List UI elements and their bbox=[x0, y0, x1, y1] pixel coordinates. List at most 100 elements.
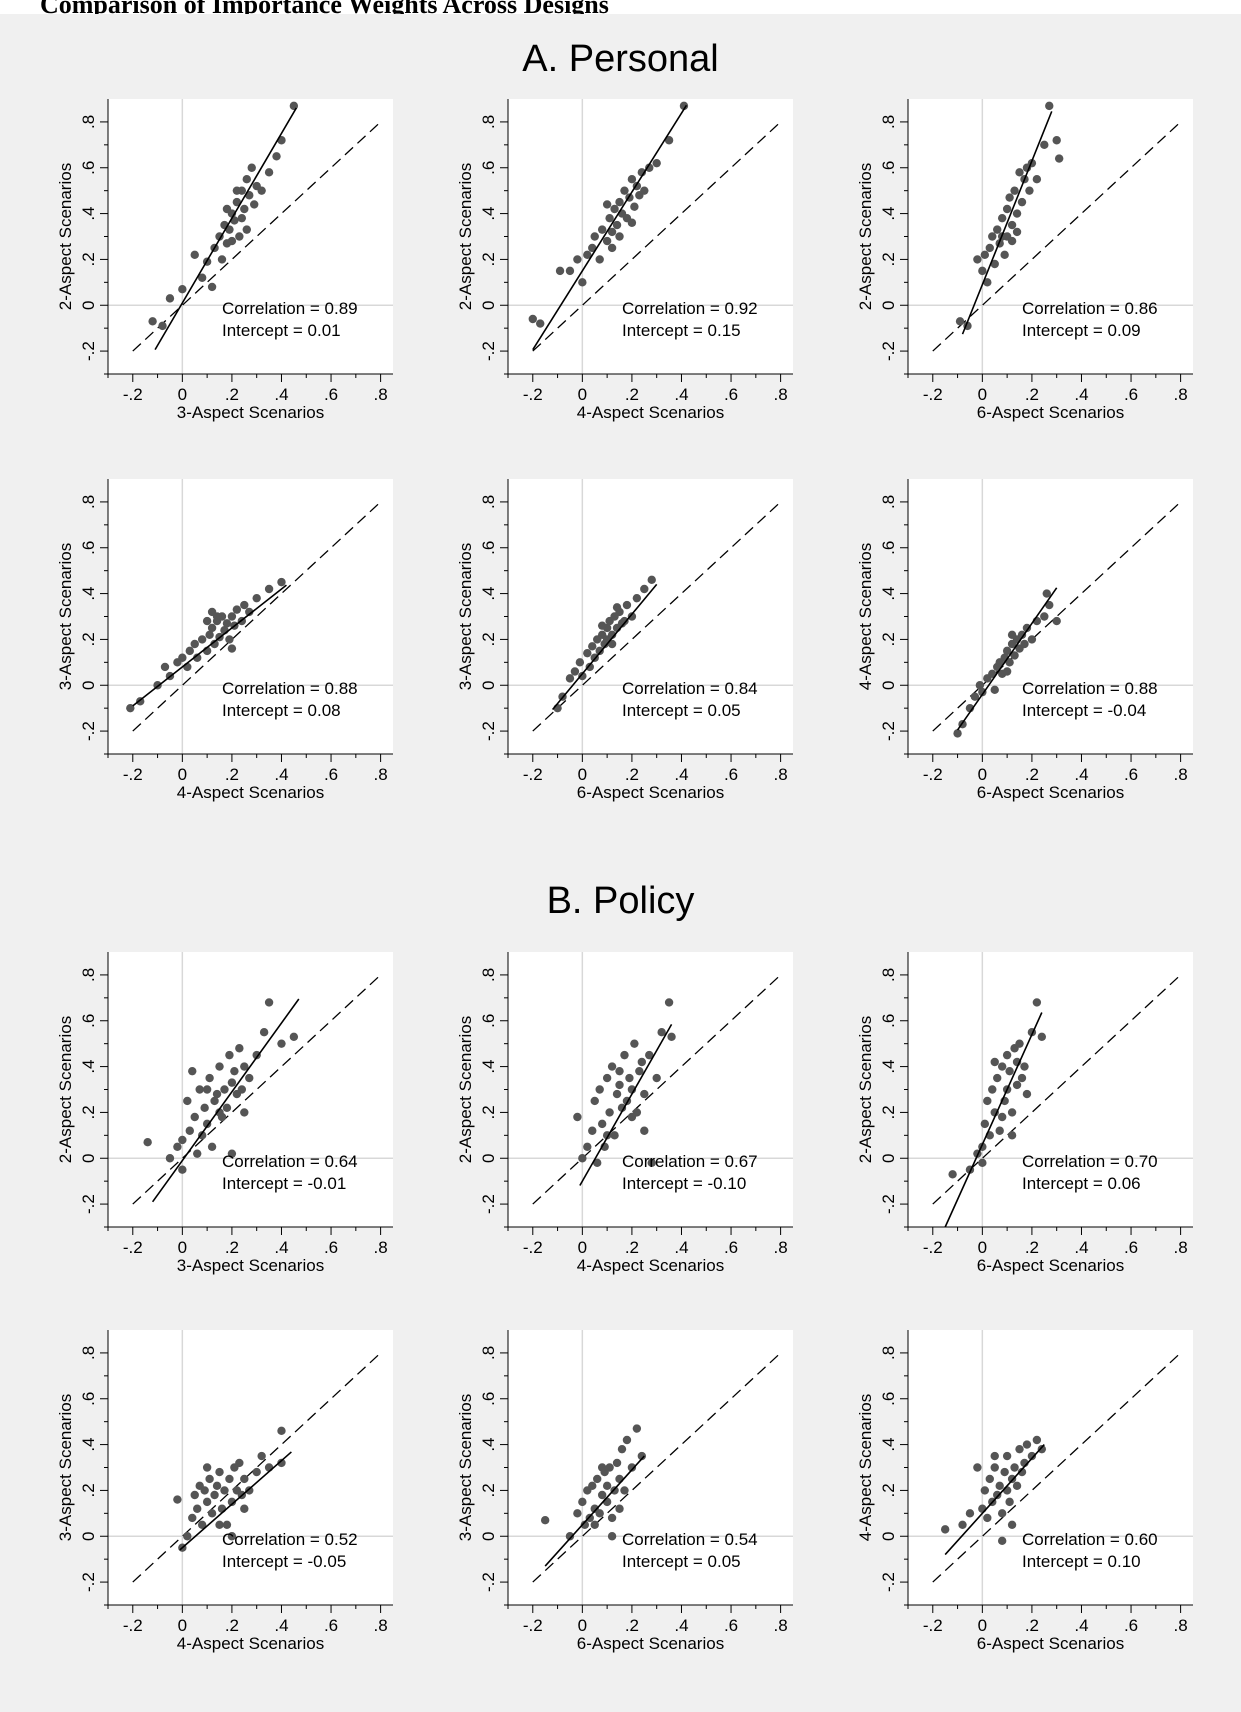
x-axis-title: 3-Aspect Scenarios bbox=[177, 403, 324, 422]
y-tick-label: .4 bbox=[479, 586, 498, 600]
x-tick-label: .4 bbox=[274, 385, 288, 404]
x-axis-title: 6-Aspect Scenarios bbox=[977, 1634, 1124, 1653]
data-point bbox=[193, 1504, 202, 1513]
data-point bbox=[664, 998, 674, 1007]
data-point bbox=[602, 1481, 612, 1491]
data-point bbox=[953, 729, 962, 738]
data-point bbox=[202, 1085, 212, 1094]
data-point bbox=[227, 1078, 237, 1087]
data-point bbox=[1005, 193, 1014, 202]
data-point bbox=[607, 639, 617, 649]
data-point bbox=[645, 163, 654, 172]
intercept-label: Intercept = -0.04 bbox=[1022, 701, 1146, 720]
y-tick-label: -.2 bbox=[879, 1194, 898, 1214]
data-point bbox=[1045, 600, 1054, 610]
data-point bbox=[235, 232, 244, 241]
data-point bbox=[590, 232, 599, 241]
y-tick-label: 0 bbox=[879, 681, 898, 690]
data-point bbox=[207, 1142, 217, 1151]
reference-line bbox=[132, 501, 382, 732]
y-tick-label: .2 bbox=[879, 252, 898, 266]
data-point bbox=[197, 1131, 207, 1140]
data-point bbox=[630, 202, 639, 211]
data-point bbox=[583, 648, 592, 658]
y-tick-label: .8 bbox=[79, 495, 98, 509]
data-point bbox=[215, 1108, 224, 1117]
data-point bbox=[607, 1513, 617, 1523]
x-tick-label: .4 bbox=[1074, 1616, 1088, 1635]
y-tick-label: -.2 bbox=[79, 721, 98, 741]
data-point bbox=[990, 685, 999, 695]
data-point bbox=[240, 1062, 249, 1071]
y-tick-label: 0 bbox=[79, 301, 98, 310]
data-point bbox=[597, 621, 607, 630]
data-point bbox=[652, 158, 661, 168]
fit-line bbox=[944, 1444, 1045, 1556]
x-tick-label: .2 bbox=[625, 1238, 639, 1257]
data-point bbox=[185, 1126, 194, 1135]
x-tick-label: 0 bbox=[578, 1238, 587, 1257]
data-point bbox=[222, 1103, 232, 1113]
data-point bbox=[597, 225, 607, 234]
data-point bbox=[195, 1085, 204, 1094]
x-tick-label: .6 bbox=[1124, 385, 1138, 404]
x-tick-label: .2 bbox=[1025, 1616, 1039, 1635]
y-axis-title: 2-Aspect Scenarios bbox=[56, 1016, 75, 1163]
y-tick-label: .4 bbox=[479, 1059, 498, 1073]
data-point bbox=[978, 266, 987, 276]
data-point bbox=[1037, 1032, 1047, 1041]
data-point bbox=[242, 225, 251, 234]
data-point bbox=[612, 220, 622, 230]
y-tick-label: .2 bbox=[479, 1483, 498, 1497]
x-tick-label: -.2 bbox=[523, 765, 543, 784]
x-tick-label: .6 bbox=[724, 765, 738, 784]
y-tick-label: 0 bbox=[479, 1154, 498, 1163]
data-point bbox=[240, 204, 249, 214]
y-tick-label: .4 bbox=[479, 1437, 498, 1451]
intercept-label: Intercept = -0.05 bbox=[222, 1552, 346, 1571]
y-tick-label: .6 bbox=[479, 161, 498, 175]
data-point bbox=[227, 236, 237, 246]
data-point bbox=[215, 1520, 224, 1529]
x-tick-label: -.2 bbox=[923, 385, 943, 404]
data-point bbox=[252, 1467, 261, 1477]
data-point bbox=[222, 619, 232, 628]
y-axis-title: 3-Aspect Scenarios bbox=[456, 543, 475, 690]
x-tick-label: .8 bbox=[774, 765, 788, 784]
section-b-title: B. Policy bbox=[546, 880, 695, 922]
x-tick-label: -.2 bbox=[123, 765, 143, 784]
x-tick-label: .2 bbox=[225, 765, 239, 784]
data-point bbox=[1022, 623, 1032, 633]
x-axis-title: 6-Aspect Scenarios bbox=[977, 1256, 1124, 1275]
scatter-panel: -.2 0 .2 .4 .6 .8 -.2 0 .2 .4 .6 .8 4-Aspect Scenari… bbox=[456, 99, 793, 422]
data-point bbox=[178, 1165, 187, 1174]
y-tick-label: -.2 bbox=[879, 1572, 898, 1592]
x-tick-label: .4 bbox=[274, 1238, 288, 1257]
y-tick-label: -.2 bbox=[479, 1194, 498, 1214]
data-point bbox=[615, 232, 624, 241]
y-tick-label: .8 bbox=[479, 495, 498, 509]
y-tick-label: .6 bbox=[879, 1014, 898, 1028]
data-point bbox=[1027, 1451, 1037, 1461]
y-tick-label: .6 bbox=[479, 1392, 498, 1406]
x-tick-label: .8 bbox=[774, 1616, 788, 1635]
data-point bbox=[240, 1504, 249, 1513]
data-point bbox=[200, 1103, 209, 1113]
data-point bbox=[1042, 589, 1051, 598]
data-point bbox=[983, 1096, 992, 1106]
data-point bbox=[620, 1050, 629, 1060]
y-tick-label: -.2 bbox=[79, 341, 98, 361]
data-point bbox=[178, 285, 187, 294]
data-point bbox=[264, 584, 274, 594]
x-tick-label: -.2 bbox=[123, 385, 143, 404]
y-tick-label: 0 bbox=[479, 1532, 498, 1541]
x-tick-label: .6 bbox=[1124, 1616, 1138, 1635]
data-point bbox=[985, 243, 994, 253]
data-point bbox=[615, 197, 624, 207]
data-point bbox=[607, 227, 617, 237]
y-tick-label: .2 bbox=[479, 632, 498, 646]
data-point bbox=[242, 175, 251, 184]
plot-area bbox=[908, 479, 1193, 754]
data-point bbox=[536, 319, 545, 328]
y-tick-label: .8 bbox=[879, 1346, 898, 1360]
